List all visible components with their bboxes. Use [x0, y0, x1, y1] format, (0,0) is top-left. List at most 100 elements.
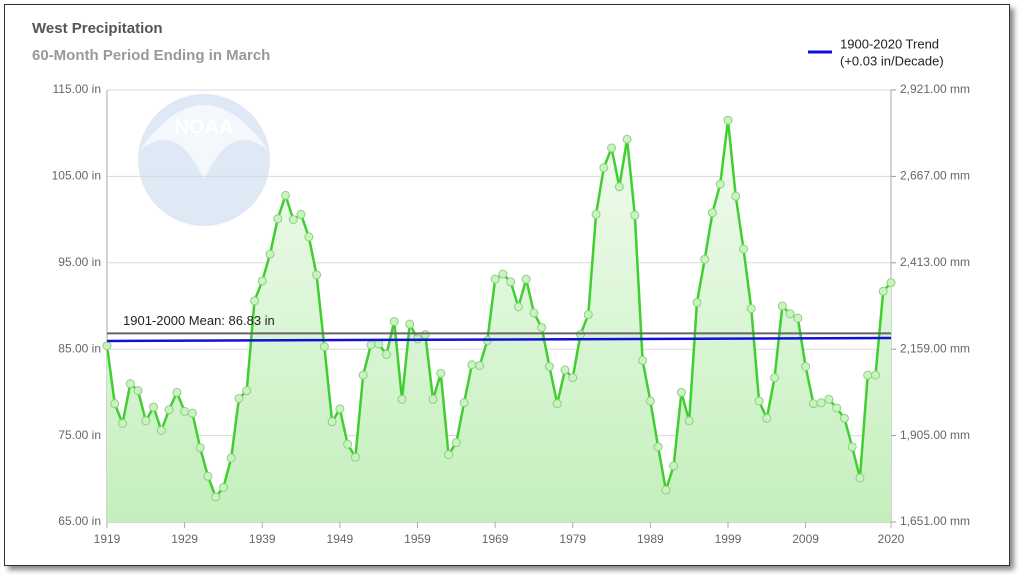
point	[676, 387, 686, 397]
point	[855, 473, 865, 483]
x-tick-label: 1919	[94, 532, 121, 546]
point	[125, 379, 135, 389]
point	[304, 232, 314, 242]
point	[661, 485, 671, 495]
point	[878, 286, 888, 296]
point	[319, 342, 329, 352]
point	[156, 425, 166, 435]
point	[102, 341, 112, 351]
point	[793, 313, 803, 323]
x-tick-label: 2020	[878, 532, 905, 546]
point	[731, 191, 741, 201]
point	[707, 208, 717, 218]
point	[560, 365, 570, 375]
point	[630, 210, 640, 220]
point	[428, 394, 438, 404]
point	[754, 396, 764, 406]
point	[133, 386, 143, 396]
legend-label: (+0.03 in/Decade)	[840, 53, 944, 68]
point	[211, 492, 221, 502]
point	[374, 339, 384, 349]
point	[257, 276, 267, 286]
point	[234, 393, 244, 403]
point	[343, 439, 353, 449]
point	[335, 404, 345, 414]
x-tick-label: 1969	[482, 532, 509, 546]
point	[265, 249, 275, 259]
point	[715, 179, 725, 189]
point	[180, 406, 190, 416]
point	[576, 330, 586, 340]
y2-tick-label: 2,413.00 mm	[900, 255, 970, 269]
point	[607, 143, 617, 153]
x-tick-label: 1999	[715, 532, 742, 546]
point	[195, 443, 205, 453]
point	[249, 296, 259, 306]
point	[490, 274, 500, 284]
point	[513, 302, 523, 312]
point	[816, 398, 826, 408]
y2-tick-label: 1,651.00 mm	[900, 514, 970, 528]
point	[863, 370, 873, 380]
point	[164, 405, 174, 415]
y2-tick-label: 2,667.00 mm	[900, 169, 970, 183]
x-tick-label: 1939	[249, 532, 276, 546]
x-tick-label: 2009	[792, 532, 819, 546]
point	[149, 402, 159, 412]
point	[544, 361, 554, 371]
trend-line	[106, 336, 892, 343]
point	[203, 471, 213, 481]
point	[762, 413, 772, 423]
point	[739, 244, 749, 254]
point	[459, 398, 469, 408]
point	[366, 340, 376, 350]
point	[537, 323, 547, 333]
point	[397, 394, 407, 404]
y2-tick-label: 2,921.00 mm	[900, 82, 970, 96]
point	[552, 399, 562, 409]
y2-tick-label: 1,905.00 mm	[900, 428, 970, 442]
point	[327, 417, 337, 427]
point	[839, 413, 849, 423]
y-tick-label: 95.00 in	[58, 255, 101, 269]
point	[746, 304, 756, 314]
point	[692, 298, 702, 308]
point	[645, 396, 655, 406]
x-tick-label: 1979	[559, 532, 586, 546]
point	[420, 330, 430, 340]
point	[669, 461, 679, 471]
point	[638, 355, 648, 365]
point	[599, 163, 609, 173]
y-tick-label: 75.00 in	[58, 428, 101, 442]
x-tick-label: 1929	[171, 532, 198, 546]
point	[770, 373, 780, 383]
point	[777, 301, 787, 311]
point	[614, 182, 624, 192]
logo-text: NOAA	[175, 116, 234, 138]
point	[242, 386, 252, 396]
point	[172, 387, 182, 397]
point	[358, 370, 368, 380]
point	[118, 419, 128, 429]
legend-label: 1900-2020 Trend	[840, 36, 939, 51]
point	[467, 360, 477, 370]
point	[785, 309, 795, 319]
point	[506, 277, 516, 287]
point	[226, 453, 236, 463]
point	[847, 442, 857, 452]
point	[684, 416, 694, 426]
point	[296, 209, 306, 219]
point	[801, 361, 811, 371]
point	[389, 317, 399, 327]
point	[700, 254, 710, 264]
point	[288, 215, 298, 225]
point	[568, 373, 578, 383]
chart-title: West Precipitation	[32, 20, 163, 37]
point	[451, 438, 461, 448]
point	[870, 370, 880, 380]
point	[622, 134, 632, 144]
point	[529, 308, 539, 318]
point	[312, 270, 322, 280]
point	[583, 310, 593, 320]
